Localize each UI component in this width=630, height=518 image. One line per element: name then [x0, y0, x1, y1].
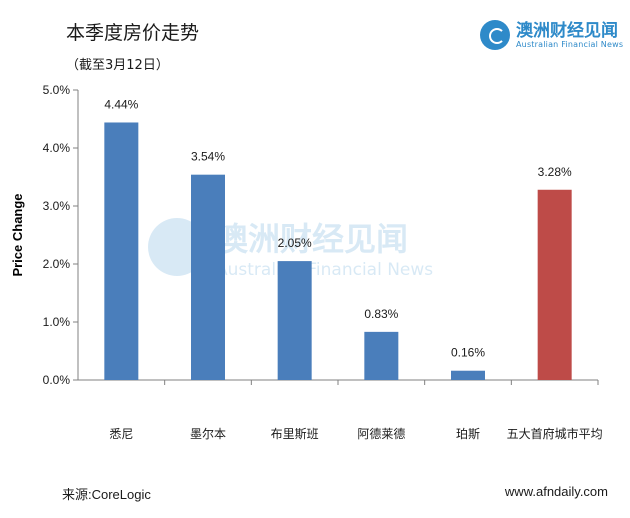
y-tick-label: 2.0% — [43, 257, 71, 271]
brand-name-en: Australian Financial News — [516, 39, 624, 49]
afn-logo-icon — [480, 20, 510, 50]
brand-name-cn: 澳洲财经见闻 — [516, 20, 618, 41]
y-tick-label: 5.0% — [43, 83, 71, 97]
category-label: 珀斯 — [456, 427, 480, 441]
y-tick-label: 4.0% — [43, 141, 71, 155]
bar-0 — [104, 122, 139, 380]
bar-4 — [451, 370, 485, 380]
category-label: 墨尔本 — [190, 426, 226, 441]
bar-5 — [537, 189, 572, 380]
website-url[interactable]: www.afndaily.com — [504, 484, 608, 499]
data-label: 3.54% — [191, 150, 225, 164]
y-tick-label: 1.0% — [43, 315, 71, 329]
brand-logo: 澳洲财经见闻 Australian Financial News — [480, 20, 623, 50]
y-axis-label: Price Change — [10, 193, 25, 276]
data-label: 3.28% — [538, 165, 572, 179]
category-label: 悉尼 — [109, 427, 133, 441]
data-label: 0.83% — [364, 307, 398, 321]
y-tick-label: 3.0% — [43, 199, 71, 213]
bar-1 — [191, 174, 225, 380]
chart-subtitle: （截至3月12日） — [66, 58, 169, 73]
category-label: 布里斯班 — [271, 427, 319, 441]
data-label: 4.44% — [104, 97, 138, 111]
data-label: 2.05% — [278, 236, 312, 250]
chart-title: 本季度房价走势 — [66, 22, 200, 44]
source-note: 来源:CoreLogic — [62, 487, 151, 502]
y-tick-label: 0.0% — [43, 373, 71, 387]
category-label: 阿德莱德 — [357, 426, 405, 441]
bar-3 — [364, 331, 399, 380]
data-label: 0.16% — [451, 346, 485, 360]
bar-2 — [277, 261, 312, 380]
category-label: 五大首府城市平均 — [507, 426, 603, 441]
